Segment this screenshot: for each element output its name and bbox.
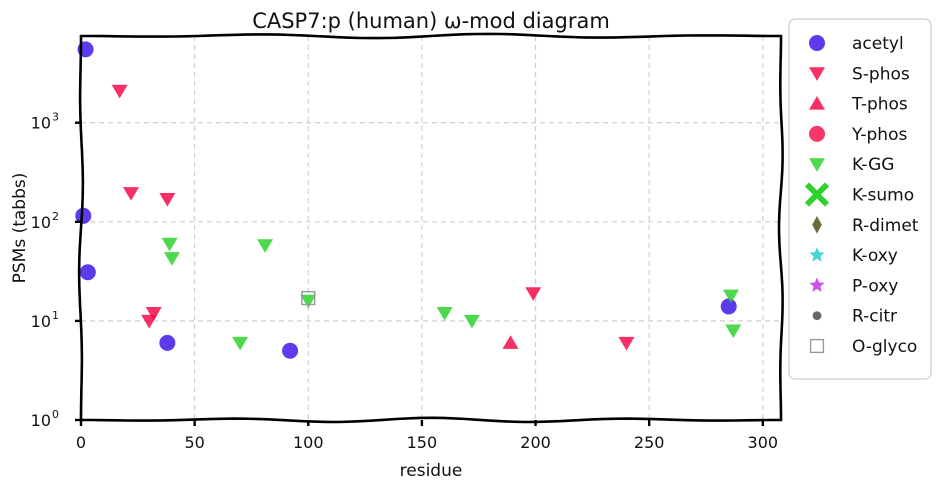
legend-marker-y-phos — [809, 125, 825, 142]
y-tick-exponent: 2 — [52, 210, 59, 223]
point-s-phos — [111, 84, 128, 99]
legend-label: K-oxy — [852, 246, 898, 266]
y-tick-label: 10 — [31, 213, 51, 232]
point-k-gg — [161, 237, 178, 252]
legend-marker-k-gg — [809, 158, 825, 172]
plot-frame — [77, 32, 784, 424]
point-s-phos — [141, 314, 158, 329]
x-tick-label: 50 — [184, 433, 204, 452]
chart-title: CASP7:p (human) ω-mod diagram — [252, 9, 610, 33]
legend-label: acetyl — [852, 34, 904, 54]
legend-label: T-phos — [851, 95, 908, 115]
legend-label: S-phos — [852, 64, 910, 84]
point-k-gg — [463, 314, 480, 329]
x-tick-label: 150 — [407, 433, 438, 452]
frame-left — [77, 34, 85, 422]
legend-marker-t-phos — [809, 96, 825, 110]
legend-marker-s-phos — [809, 67, 825, 81]
point-s-phos — [525, 287, 542, 301]
legend-label: O-glyco — [852, 337, 917, 357]
point-k-gg — [257, 239, 274, 253]
x-tick-label: 250 — [634, 433, 665, 452]
legend-marker-k-sumo — [804, 182, 830, 207]
legend-label: K-sumo — [852, 186, 914, 206]
point-acetyl — [75, 207, 92, 224]
data-marks — [75, 41, 742, 359]
legend-marker-p-oxy — [809, 277, 825, 292]
legend-label: R-citr — [852, 307, 897, 327]
x-tick-label: 300 — [748, 433, 779, 452]
frame-right — [777, 34, 784, 422]
y-tick-label: 10 — [31, 114, 51, 133]
point-s-phos — [123, 187, 139, 201]
point-k-gg — [300, 294, 317, 309]
point-acetyl — [159, 334, 176, 351]
y-tick-label: 10 — [31, 312, 51, 331]
point-k-gg — [232, 336, 249, 351]
point-acetyl — [79, 264, 96, 281]
point-s-phos — [159, 192, 176, 207]
legend-marker-r-dimet — [812, 216, 822, 234]
x-tick-label: 100 — [293, 433, 324, 452]
y-tick-exponent: 1 — [52, 309, 59, 322]
legend-label: P-oxy — [852, 276, 898, 296]
point-o-glyco — [301, 290, 316, 306]
legend-label: R-dimet — [852, 216, 919, 236]
point-s-phos — [145, 307, 162, 321]
point-k-gg — [725, 324, 742, 339]
y-tick-exponent: 3 — [52, 111, 59, 124]
legend: acetyl S-phos T-phos Y-phos K-GG K-sumo R-dime… — [788, 18, 932, 380]
frame-top — [79, 32, 783, 40]
legend-marker-r-citr — [812, 311, 822, 321]
x-tick-label: 200 — [520, 433, 551, 452]
point-t-phos — [502, 335, 519, 349]
point-k-gg — [163, 252, 180, 266]
legend-marker-acetyl — [809, 35, 825, 51]
frame-bottom — [79, 416, 783, 424]
y-tick-exponent: 0 — [52, 408, 59, 421]
point-k-gg — [436, 307, 453, 321]
legend-label: K-GG — [852, 155, 894, 175]
legend-marker-k-oxy — [809, 247, 825, 262]
legend-label: Y-phos — [851, 125, 907, 145]
grid — [81, 36, 781, 420]
point-s-phos — [618, 336, 635, 351]
point-k-gg — [723, 289, 739, 304]
point-acetyl — [720, 298, 737, 315]
x-tick-label: 0 — [76, 433, 86, 452]
y-tick-label: 10 — [31, 411, 51, 430]
y-axis-label: PSMs (tabbs) — [10, 173, 30, 284]
point-acetyl — [282, 342, 299, 359]
legend-marker-o-glyco — [809, 338, 825, 354]
x-axis-label: residue — [400, 461, 463, 481]
